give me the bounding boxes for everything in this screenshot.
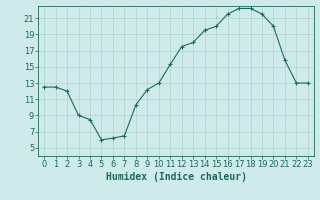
X-axis label: Humidex (Indice chaleur): Humidex (Indice chaleur) [106, 172, 246, 182]
